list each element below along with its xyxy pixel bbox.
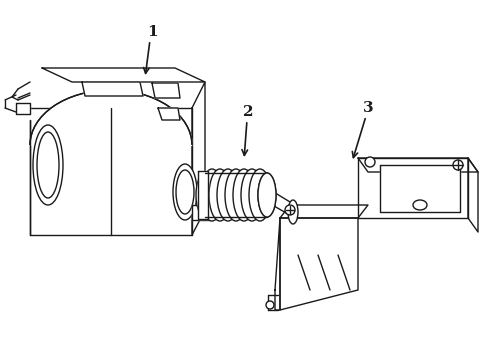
Ellipse shape (288, 200, 298, 224)
Text: 3: 3 (363, 101, 373, 115)
Polygon shape (358, 158, 478, 172)
Ellipse shape (249, 169, 271, 221)
Polygon shape (358, 158, 468, 218)
Text: 2: 2 (243, 105, 253, 119)
Polygon shape (192, 205, 210, 220)
Polygon shape (42, 68, 205, 82)
Polygon shape (152, 83, 180, 98)
Ellipse shape (217, 169, 239, 221)
Ellipse shape (266, 301, 274, 309)
Polygon shape (192, 82, 205, 235)
Ellipse shape (453, 160, 463, 170)
Polygon shape (275, 218, 280, 310)
Polygon shape (30, 90, 192, 145)
Ellipse shape (209, 169, 231, 221)
Ellipse shape (258, 173, 276, 217)
Polygon shape (468, 158, 478, 232)
Polygon shape (380, 165, 460, 212)
Polygon shape (280, 205, 368, 218)
Ellipse shape (241, 169, 263, 221)
Ellipse shape (196, 173, 214, 217)
Ellipse shape (225, 169, 247, 221)
Ellipse shape (233, 169, 255, 221)
Ellipse shape (33, 125, 63, 205)
Ellipse shape (258, 173, 276, 217)
Polygon shape (16, 103, 30, 114)
Ellipse shape (262, 181, 272, 209)
Ellipse shape (365, 157, 375, 167)
Ellipse shape (413, 200, 427, 210)
Ellipse shape (201, 169, 223, 221)
Polygon shape (158, 108, 180, 120)
Ellipse shape (285, 205, 295, 215)
Polygon shape (198, 171, 208, 219)
Text: 1: 1 (147, 25, 157, 39)
Polygon shape (280, 218, 358, 310)
Polygon shape (82, 82, 143, 96)
Ellipse shape (173, 164, 197, 220)
